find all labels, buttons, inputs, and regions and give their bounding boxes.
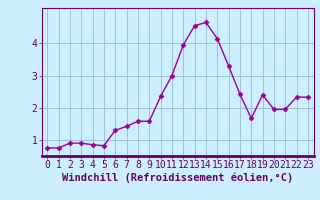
X-axis label: Windchill (Refroidissement éolien,°C): Windchill (Refroidissement éolien,°C) xyxy=(62,173,293,183)
